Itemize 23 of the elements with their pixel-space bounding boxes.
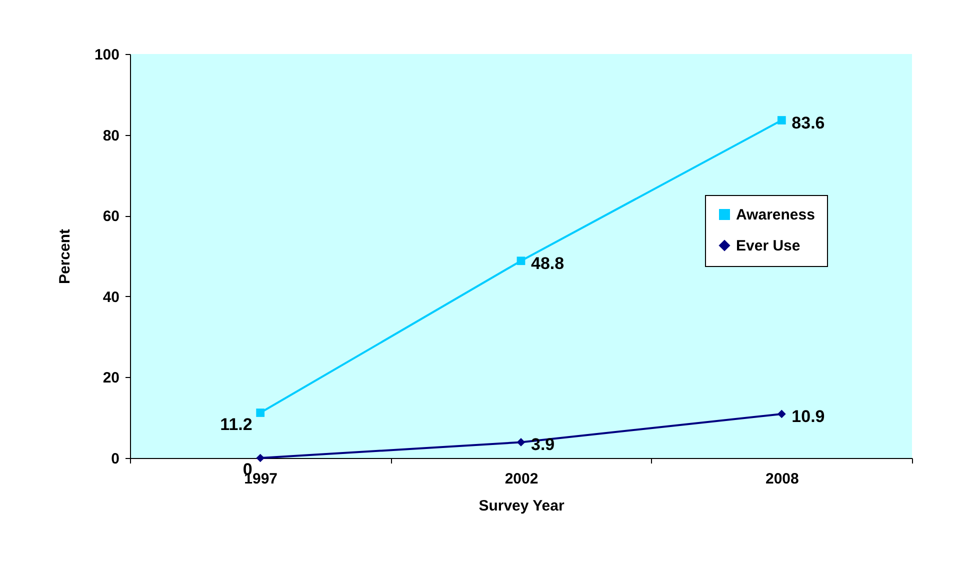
data-label: 48.8 <box>531 254 564 273</box>
y-tick-label: 80 <box>102 127 120 144</box>
y-tick-label: 40 <box>102 288 120 306</box>
data-label: 3.9 <box>531 435 555 454</box>
point <box>777 410 786 418</box>
legend-label: Ever Use <box>736 238 800 254</box>
y-tick-label: 0 <box>111 450 120 468</box>
point <box>516 438 526 446</box>
point <box>256 408 265 417</box>
y-tick-label: 100 <box>94 46 120 64</box>
x-tick-label: 2002 <box>504 470 538 488</box>
y-axis-title: Percent <box>56 228 74 284</box>
legend-label: Awareness <box>736 206 815 224</box>
y-tick-label: 20 <box>102 370 120 387</box>
data-label: 83.6 <box>792 113 825 132</box>
point <box>777 116 786 124</box>
y-tick-label: 60 <box>102 208 120 226</box>
x-tick-label: 2008 <box>765 470 799 488</box>
data-label: 10.9 <box>792 406 825 426</box>
x-axis-title: Survey Year <box>478 498 564 514</box>
point <box>516 256 526 266</box>
data-label: 11.2 <box>220 414 252 434</box>
point <box>256 454 265 462</box>
